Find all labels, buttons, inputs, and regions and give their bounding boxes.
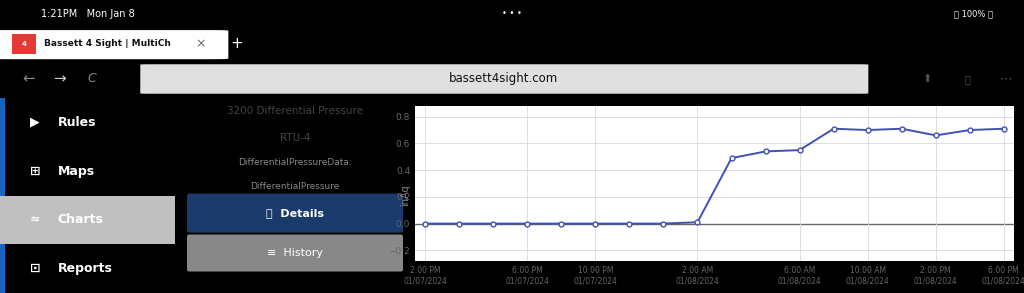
FancyBboxPatch shape [187,194,403,233]
Text: • • •: • • • [502,9,522,18]
Bar [0,98,5,293]
Text: 1:21PM   Mon Jan 8: 1:21PM Mon Jan 8 [41,9,135,19]
Text: RTU-4: RTU-4 [280,133,310,143]
Text: ⬜: ⬜ [965,74,971,84]
Text: inAq: inAq [400,185,411,206]
Text: DifferentialPressureData:: DifferentialPressureData: [239,159,352,168]
Bar [0,195,175,244]
Text: C: C [88,72,96,86]
Text: 🎤: 🎤 [883,74,889,84]
Text: DifferentialPressure: DifferentialPressure [250,182,340,191]
Text: Bassett 4 Sight | MultiCh: Bassett 4 Sight | MultiCh [44,40,171,49]
FancyBboxPatch shape [187,234,403,272]
Text: ≈: ≈ [30,213,40,226]
Text: ≡  History: ≡ History [267,248,323,258]
Text: →: → [53,71,66,86]
Text: ←: ← [23,71,35,86]
Text: Reports: Reports [57,262,113,275]
Text: +: + [230,37,243,52]
FancyBboxPatch shape [140,64,868,94]
Text: Charts: Charts [57,213,103,226]
Text: ⬆: ⬆ [922,74,932,84]
Text: 3200 Differential Pressure: 3200 Differential Pressure [227,106,362,116]
Text: 📶 100% 🔋: 📶 100% 🔋 [954,9,993,18]
Text: ▶: ▶ [30,116,40,129]
Bar [12,34,36,54]
Text: Rules: Rules [57,116,96,129]
Text: ⋯: ⋯ [999,72,1012,86]
Text: ×: × [196,38,206,50]
Text: bassett4sight.com: bassett4sight.com [450,72,558,85]
Text: ⊡: ⊡ [30,262,40,275]
Text: 📊  Details: 📊 Details [266,208,324,218]
Text: Maps: Maps [57,165,95,178]
Text: ⊞: ⊞ [30,165,40,178]
FancyBboxPatch shape [0,30,228,59]
Text: 4: 4 [23,41,27,47]
